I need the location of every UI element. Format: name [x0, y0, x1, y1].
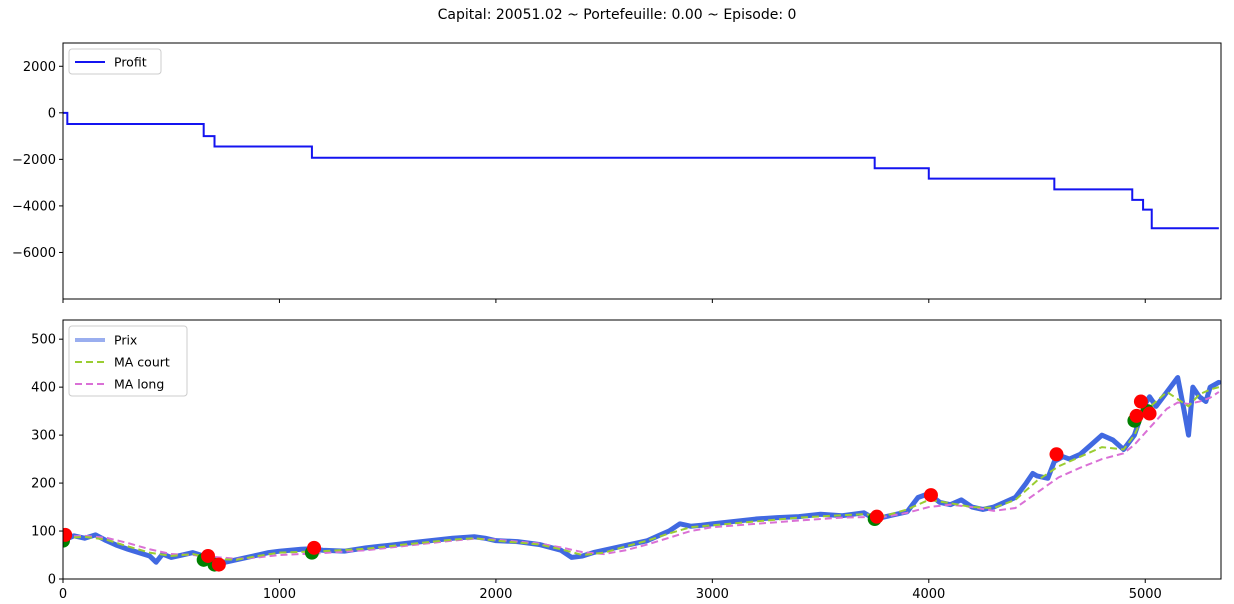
- price-ytick-label: 400: [31, 381, 56, 396]
- figure-title: Capital: 20051.02 ~ Portefeuille: 0.00 ~…: [438, 7, 797, 23]
- prix-legend-label: Prix: [114, 333, 137, 348]
- profit-legend: Profit: [68, 48, 162, 75]
- price-xtick-label: 1000: [263, 587, 296, 602]
- price-xtick-label: 3000: [696, 587, 729, 602]
- ma-court-legend-label: MA court: [114, 355, 170, 370]
- ma-long-line: [63, 391, 1220, 560]
- sell-marker: [63, 527, 73, 542]
- sell-marker: [869, 509, 884, 524]
- profit-ticks: 2000 0 −2000 −4000 −6000: [12, 60, 1146, 303]
- sell-marker: [201, 548, 216, 563]
- sell-marker: [1142, 406, 1157, 421]
- profit-ytick-label: 0: [48, 106, 56, 121]
- sell-marker: [923, 488, 938, 503]
- profit-legend-box: [68, 48, 162, 75]
- profit-ytick-label: −6000: [12, 246, 56, 261]
- profit-ytick-label: −2000: [12, 153, 56, 168]
- profit-panel: 2000 0 −2000 −4000 −6000 Profit: [12, 42, 1222, 303]
- price-axes-frame: [62, 319, 1222, 580]
- ma-court-line: [63, 386, 1220, 561]
- price-ytick-label: 200: [31, 477, 56, 492]
- price-legend-box: [68, 325, 188, 397]
- profit-line: [63, 111, 1219, 230]
- sell-marker: [211, 557, 226, 572]
- prix-line: [63, 375, 1221, 565]
- sell-marker: [307, 540, 322, 555]
- price-ytick-label: 300: [31, 429, 56, 444]
- price-xtick-label: 0: [59, 587, 67, 602]
- price-plot-area: [63, 375, 1221, 572]
- price-xtick-label: 2000: [479, 587, 512, 602]
- profit-ytick-label: 2000: [23, 60, 56, 75]
- profit-axes-frame: [62, 42, 1222, 300]
- price-xtick-label: 4000: [912, 587, 945, 602]
- price-legend: Prix MA court MA long: [68, 325, 188, 397]
- sell-marker: [1049, 447, 1064, 462]
- price-ytick-label: 500: [31, 333, 56, 348]
- ma-long-legend-label: MA long: [114, 377, 164, 392]
- sell-marker: [1133, 394, 1148, 409]
- price-ytick-label: 0: [48, 573, 56, 588]
- price-ytick-label: 100: [31, 525, 56, 540]
- profit-plot-area: [63, 111, 1219, 230]
- profit-ytick-label: −4000: [12, 199, 56, 214]
- sell-marker: [1129, 408, 1144, 423]
- price-xtick-label: 5000: [1129, 587, 1162, 602]
- profit-legend-label: Profit: [114, 55, 147, 70]
